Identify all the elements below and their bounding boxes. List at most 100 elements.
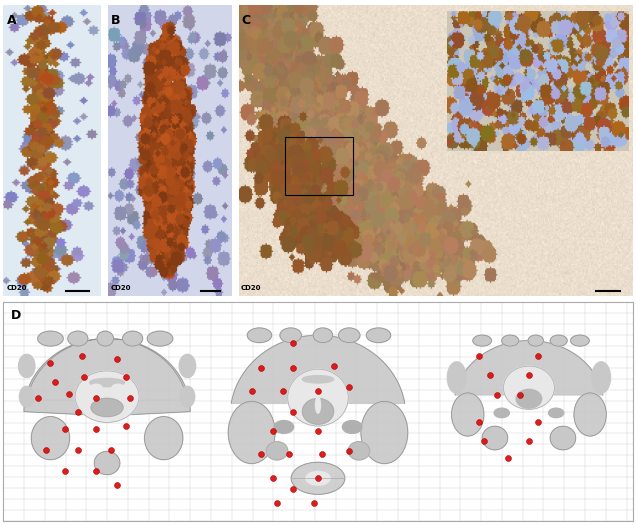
- Point: [343, 383, 354, 391]
- Point: [317, 450, 327, 459]
- Ellipse shape: [90, 378, 125, 387]
- Point: [524, 371, 534, 380]
- Ellipse shape: [94, 451, 120, 474]
- Point: [125, 393, 135, 402]
- Ellipse shape: [482, 426, 508, 450]
- Point: [284, 450, 294, 459]
- Ellipse shape: [97, 331, 113, 346]
- Ellipse shape: [315, 397, 321, 413]
- Ellipse shape: [452, 393, 484, 436]
- Ellipse shape: [68, 331, 88, 346]
- Point: [533, 417, 543, 426]
- Point: [313, 473, 323, 482]
- Ellipse shape: [302, 399, 334, 424]
- Point: [106, 446, 116, 454]
- Point: [492, 391, 502, 399]
- Point: [533, 351, 543, 360]
- Point: [313, 387, 323, 395]
- Text: B: B: [111, 14, 120, 27]
- Point: [64, 390, 74, 398]
- Point: [73, 407, 83, 416]
- Point: [479, 437, 489, 446]
- Ellipse shape: [313, 328, 333, 342]
- Ellipse shape: [366, 328, 391, 342]
- Point: [288, 485, 298, 493]
- Ellipse shape: [548, 408, 563, 418]
- Ellipse shape: [274, 421, 294, 433]
- Point: [288, 408, 298, 416]
- Ellipse shape: [179, 355, 196, 378]
- Text: CD20: CD20: [111, 285, 131, 291]
- Text: D: D: [11, 309, 21, 322]
- Ellipse shape: [513, 378, 525, 385]
- Point: [121, 372, 131, 381]
- Ellipse shape: [325, 382, 340, 391]
- Point: [41, 446, 51, 454]
- Point: [90, 467, 100, 475]
- Point: [288, 339, 298, 347]
- Ellipse shape: [574, 393, 606, 436]
- Point: [111, 481, 121, 489]
- Point: [90, 393, 100, 402]
- Point: [121, 421, 131, 430]
- Point: [309, 499, 319, 507]
- Ellipse shape: [570, 335, 590, 346]
- Ellipse shape: [306, 471, 330, 485]
- Ellipse shape: [550, 335, 567, 346]
- Ellipse shape: [287, 369, 349, 426]
- Bar: [286, 137, 353, 195]
- Ellipse shape: [180, 386, 195, 407]
- Point: [329, 362, 340, 370]
- Ellipse shape: [302, 376, 334, 383]
- Ellipse shape: [447, 362, 466, 393]
- Ellipse shape: [247, 328, 272, 342]
- Point: [485, 371, 495, 380]
- Point: [343, 447, 354, 455]
- Point: [268, 473, 278, 482]
- Ellipse shape: [20, 386, 34, 407]
- Ellipse shape: [91, 398, 123, 417]
- Point: [60, 425, 70, 433]
- Polygon shape: [24, 339, 190, 421]
- Ellipse shape: [592, 362, 611, 393]
- Text: CD20: CD20: [241, 285, 261, 291]
- Polygon shape: [455, 341, 603, 395]
- Ellipse shape: [123, 331, 142, 346]
- Point: [111, 355, 121, 363]
- Point: [288, 363, 298, 372]
- Point: [278, 387, 288, 395]
- Point: [90, 425, 100, 433]
- Ellipse shape: [502, 335, 519, 346]
- Point: [247, 387, 258, 395]
- Ellipse shape: [338, 328, 360, 342]
- Point: [272, 499, 282, 507]
- Point: [268, 427, 278, 436]
- Ellipse shape: [112, 384, 125, 392]
- Ellipse shape: [18, 355, 35, 378]
- Point: [474, 417, 484, 426]
- Point: [45, 359, 55, 367]
- Text: A: A: [6, 14, 16, 27]
- Polygon shape: [232, 335, 404, 403]
- Ellipse shape: [280, 328, 301, 342]
- Ellipse shape: [349, 442, 370, 460]
- Text: C: C: [241, 14, 250, 27]
- Point: [256, 363, 266, 372]
- Ellipse shape: [342, 421, 362, 433]
- Ellipse shape: [528, 335, 543, 346]
- Point: [502, 453, 513, 462]
- Ellipse shape: [533, 378, 545, 385]
- Ellipse shape: [90, 384, 102, 392]
- Ellipse shape: [31, 417, 69, 460]
- Ellipse shape: [266, 442, 287, 460]
- Ellipse shape: [291, 462, 345, 494]
- Point: [77, 352, 87, 360]
- Ellipse shape: [504, 366, 555, 409]
- Ellipse shape: [494, 408, 509, 418]
- Ellipse shape: [361, 401, 408, 463]
- Point: [515, 391, 525, 399]
- Point: [524, 437, 534, 446]
- Ellipse shape: [516, 389, 542, 408]
- Ellipse shape: [473, 335, 492, 346]
- Ellipse shape: [75, 371, 139, 422]
